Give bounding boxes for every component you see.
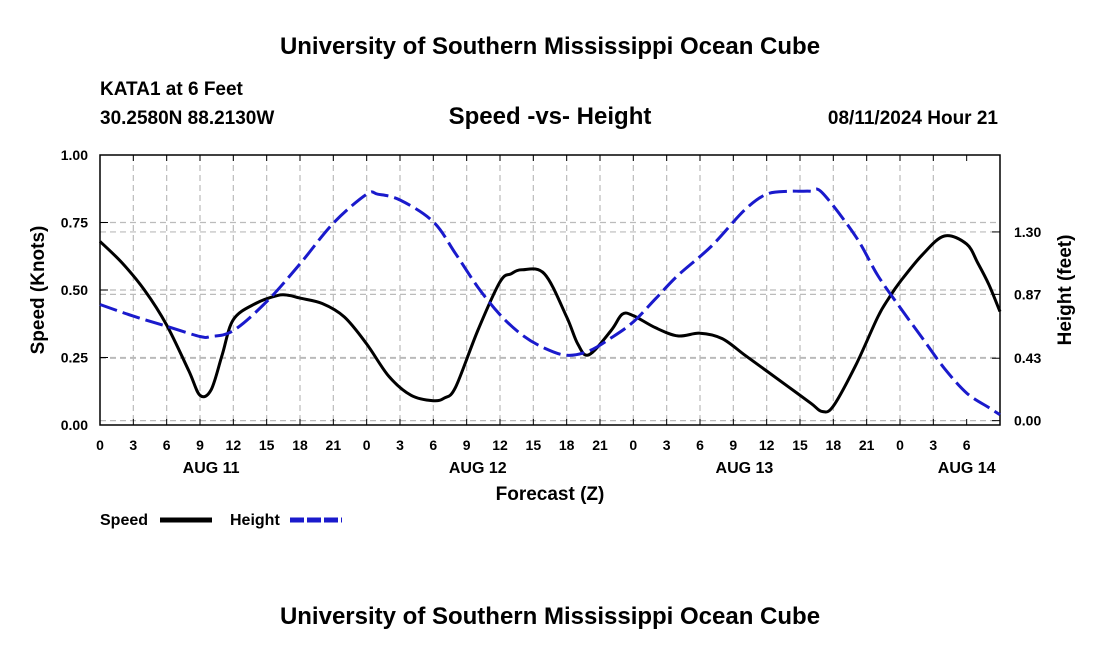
chart-title: Speed -vs- Height [449,103,652,130]
legend: Speed Height [100,512,342,529]
x-tick-label: 18 [826,437,842,453]
x-tick-label: 6 [963,437,971,453]
y-left-tick-label: 1.00 [61,147,88,163]
y-right-tick-label: 0.43 [1014,350,1041,366]
x-tick-label: 3 [396,437,404,453]
x-tick-label: 9 [463,437,471,453]
x-tick-label: 12 [492,437,508,453]
x-tick-label: 18 [292,437,308,453]
x-tick-label: 15 [792,437,808,453]
legend-height-label: Height [230,512,280,529]
x-tick-label: 6 [429,437,437,453]
axis-ticks: 0 3 6 9 12 15 18 21 0 3 6 9 12 15 18 21 0 3 6 9 12 15 18 21 0 3 6A… [61,147,1042,477]
date-label: 08/11/2024 Hour 21 [828,108,998,129]
series-layer [98,187,1002,417]
y-right-tick-label: 0.00 [1014,413,1041,429]
series-speed-line [98,234,1002,414]
legend-speed-label: Speed [100,512,148,529]
x-tick-label: 3 [129,437,137,453]
x-tick-label: 21 [859,437,875,453]
x-tick-label: 9 [729,437,737,453]
grid [100,155,1000,425]
x-day-label: AUG 13 [716,460,774,477]
x-tick-label: 0 [896,437,904,453]
x-day-label: AUG 14 [938,460,996,477]
footer-title: University of Southern Mississippi Ocean… [280,603,820,630]
x-tick-label: 0 [629,437,637,453]
x-day-label: AUG 12 [449,460,507,477]
x-tick-label: 12 [226,437,242,453]
x-tick-label: 12 [759,437,775,453]
x-tick-label: 9 [196,437,204,453]
x-tick-label: 6 [163,437,171,453]
x-axis-label: Forecast (Z) [496,484,605,505]
y-left-tick-label: 0.50 [61,282,88,298]
station-label: KATA1 at 6 Feet [100,79,244,100]
location-label: 30.2580N 88.2130W [100,108,274,129]
x-tick-label: 15 [259,437,275,453]
y-left-tick-label: 0.00 [61,417,88,433]
x-tick-label: 0 [96,437,104,453]
x-tick-label: 3 [663,437,671,453]
x-tick-label: 18 [559,437,575,453]
x-tick-label: 15 [526,437,542,453]
y-axis-left-label: Speed (Knots) [28,226,49,355]
x-tick-label: 21 [326,437,342,453]
y-axis-right-label: Height (feet) [1055,235,1076,346]
y-right-tick-label: 0.87 [1014,286,1041,302]
x-tick-label: 3 [929,437,937,453]
x-day-label: AUG 11 [183,460,240,477]
y-right-tick-label: 1.30 [1014,224,1041,240]
x-tick-label: 21 [592,437,608,453]
series-height-line [99,187,1001,417]
y-left-tick-label: 0.75 [61,215,88,231]
page-title: University of Southern Mississippi Ocean… [280,33,820,60]
x-tick-label: 6 [696,437,704,453]
y-left-tick-label: 0.25 [61,350,88,366]
x-tick-label: 0 [363,437,371,453]
